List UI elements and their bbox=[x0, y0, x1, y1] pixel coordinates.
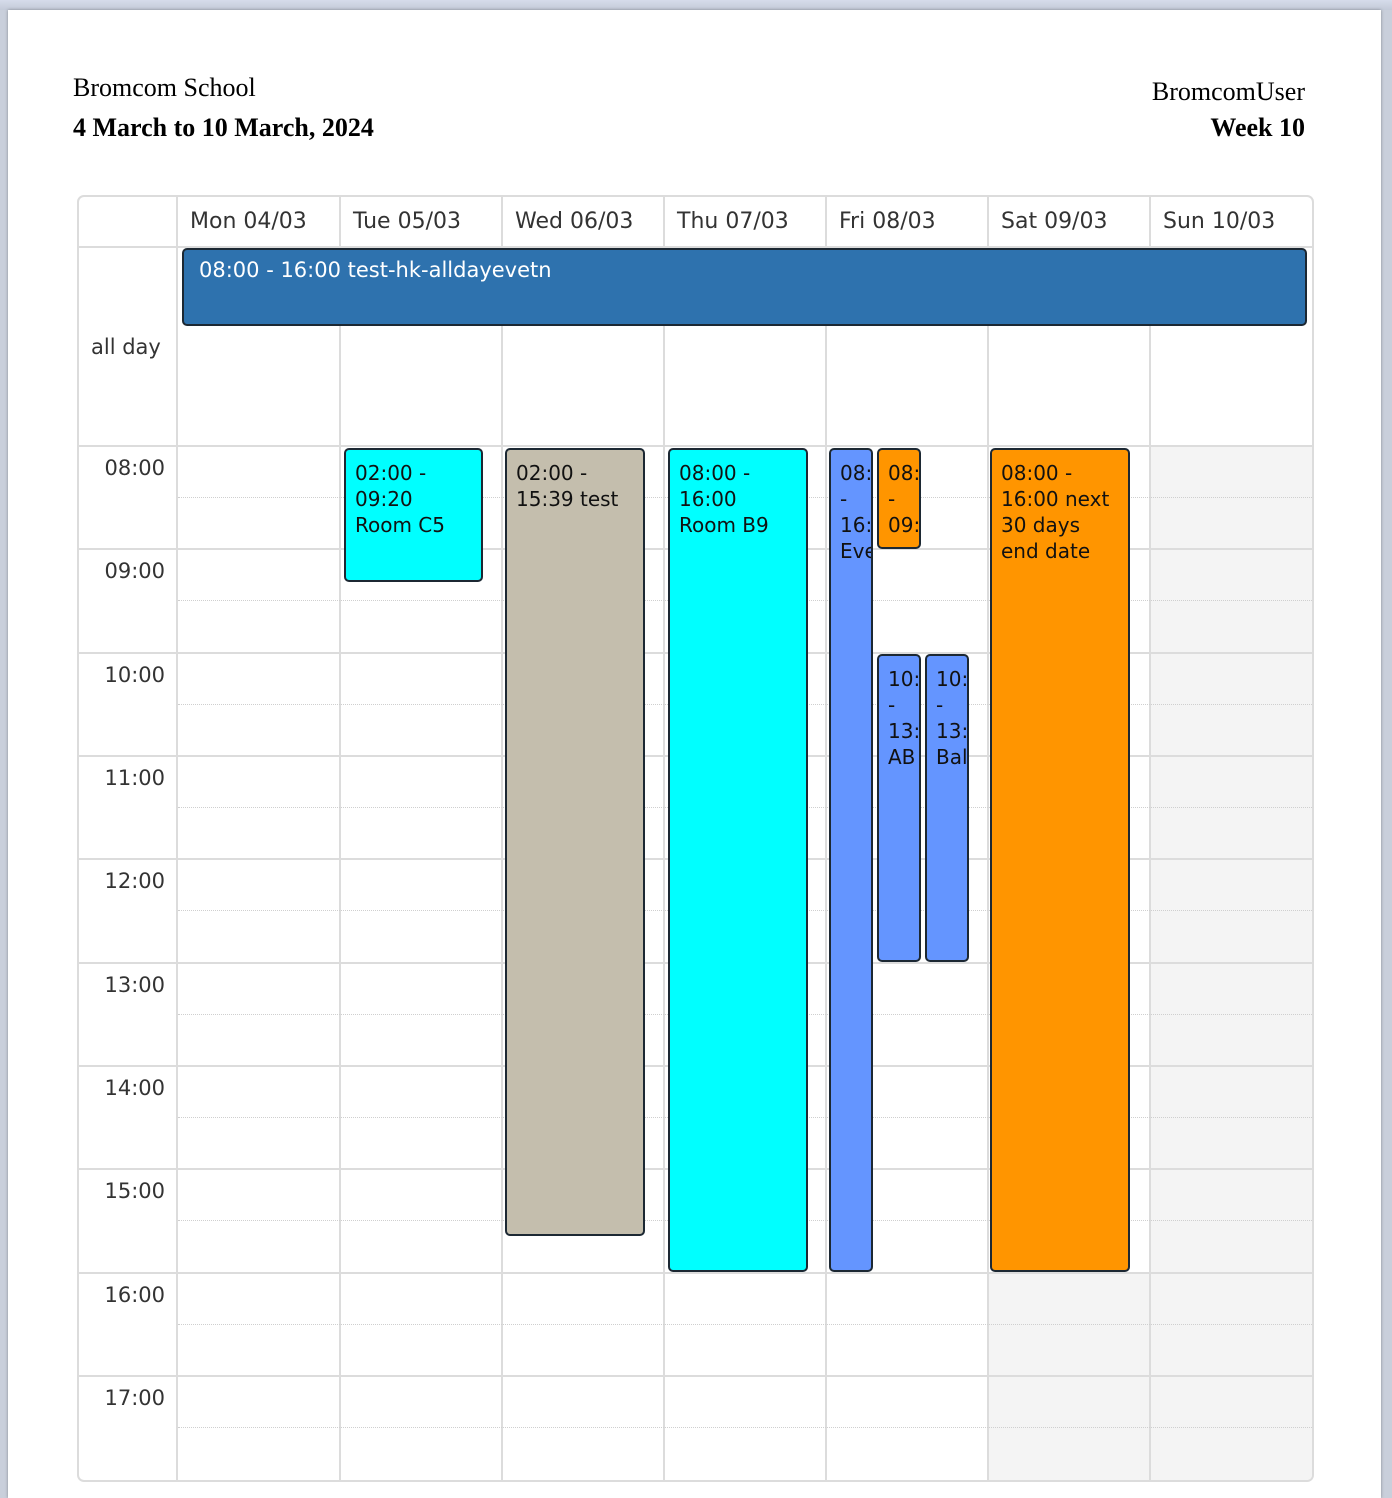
day-header-sun[interactable]: Sun 10/03 bbox=[1163, 209, 1276, 234]
grid-line bbox=[176, 197, 178, 1480]
header-right: BromcomUser Week 10 bbox=[1152, 76, 1305, 144]
grid-line bbox=[79, 1272, 1312, 1274]
time-label-1100: 11:00 bbox=[104, 766, 165, 790]
event-test[interactable]: 02:00 - 15:39 test bbox=[505, 448, 645, 1236]
week-number: Week 10 bbox=[1210, 113, 1305, 142]
grid-line bbox=[663, 197, 665, 1480]
all-day-label: all day bbox=[91, 335, 161, 359]
half-hour-line bbox=[178, 1427, 1312, 1428]
time-label-1700: 17:00 bbox=[104, 1386, 165, 1410]
time-label-1600: 16:00 bbox=[104, 1283, 165, 1307]
day-header-sat[interactable]: Sat 09/03 bbox=[1001, 209, 1108, 234]
event-fri-bal[interactable]: 10: - 13: Bal bbox=[925, 654, 969, 962]
time-label-1300: 13:00 bbox=[104, 973, 165, 997]
half-hour-line bbox=[178, 1324, 1312, 1325]
day-header-tue[interactable]: Tue 05/03 bbox=[353, 209, 461, 234]
time-label-1000: 10:00 bbox=[104, 663, 165, 687]
all-day-event[interactable]: 08:00 - 16:00 test-hk-alldayevetn bbox=[182, 248, 1307, 326]
user-name: BromcomUser bbox=[1151, 77, 1305, 106]
grid-line bbox=[79, 1375, 1312, 1377]
day-header-wed[interactable]: Wed 06/03 bbox=[515, 209, 634, 234]
event-next-30-days[interactable]: 08:00 - 16:00 next 30 days end date bbox=[990, 448, 1130, 1272]
grid-line bbox=[79, 246, 1312, 248]
day-header-fri[interactable]: Fri 08/03 bbox=[839, 209, 936, 234]
time-label-1400: 14:00 bbox=[104, 1076, 165, 1100]
day-header-thu[interactable]: Thu 07/03 bbox=[677, 209, 789, 234]
event-fri-orange[interactable]: 08: - 09: bbox=[877, 448, 921, 549]
grid-line bbox=[501, 197, 503, 1480]
day-header-mon[interactable]: Mon 04/03 bbox=[190, 209, 307, 234]
grid-line bbox=[1149, 197, 1151, 1480]
time-label-0900: 09:00 bbox=[104, 559, 165, 583]
header-left: Bromcom School 4 March to 10 March, 2024 bbox=[73, 72, 374, 144]
time-label-0800: 08:00 bbox=[104, 456, 165, 480]
time-label-1500: 15:00 bbox=[104, 1179, 165, 1203]
event-room-c5[interactable]: 02:00 - 09:20 Room C5 bbox=[344, 448, 483, 582]
grid-line bbox=[79, 445, 1312, 447]
window-top-bar bbox=[0, 0, 1392, 10]
time-label-1200: 12:00 bbox=[104, 869, 165, 893]
school-name: Bromcom School bbox=[73, 73, 256, 102]
event-room-b9[interactable]: 08:00 - 16:00 Room B9 bbox=[668, 448, 808, 1272]
event-fri-eve[interactable]: 08: - 16: Eve bbox=[829, 448, 873, 1272]
week-calendar: Mon 04/03 Tue 05/03 Wed 06/03 Thu 07/03 … bbox=[77, 195, 1314, 1482]
date-range: 4 March to 10 March, 2024 bbox=[73, 113, 374, 142]
grid-line bbox=[825, 197, 827, 1480]
event-fri-ab[interactable]: 10: - 13: AB bbox=[877, 654, 921, 962]
grid-line bbox=[339, 197, 341, 1480]
grid-line bbox=[987, 197, 989, 1480]
print-page: Bromcom School 4 March to 10 March, 2024… bbox=[8, 10, 1381, 1498]
